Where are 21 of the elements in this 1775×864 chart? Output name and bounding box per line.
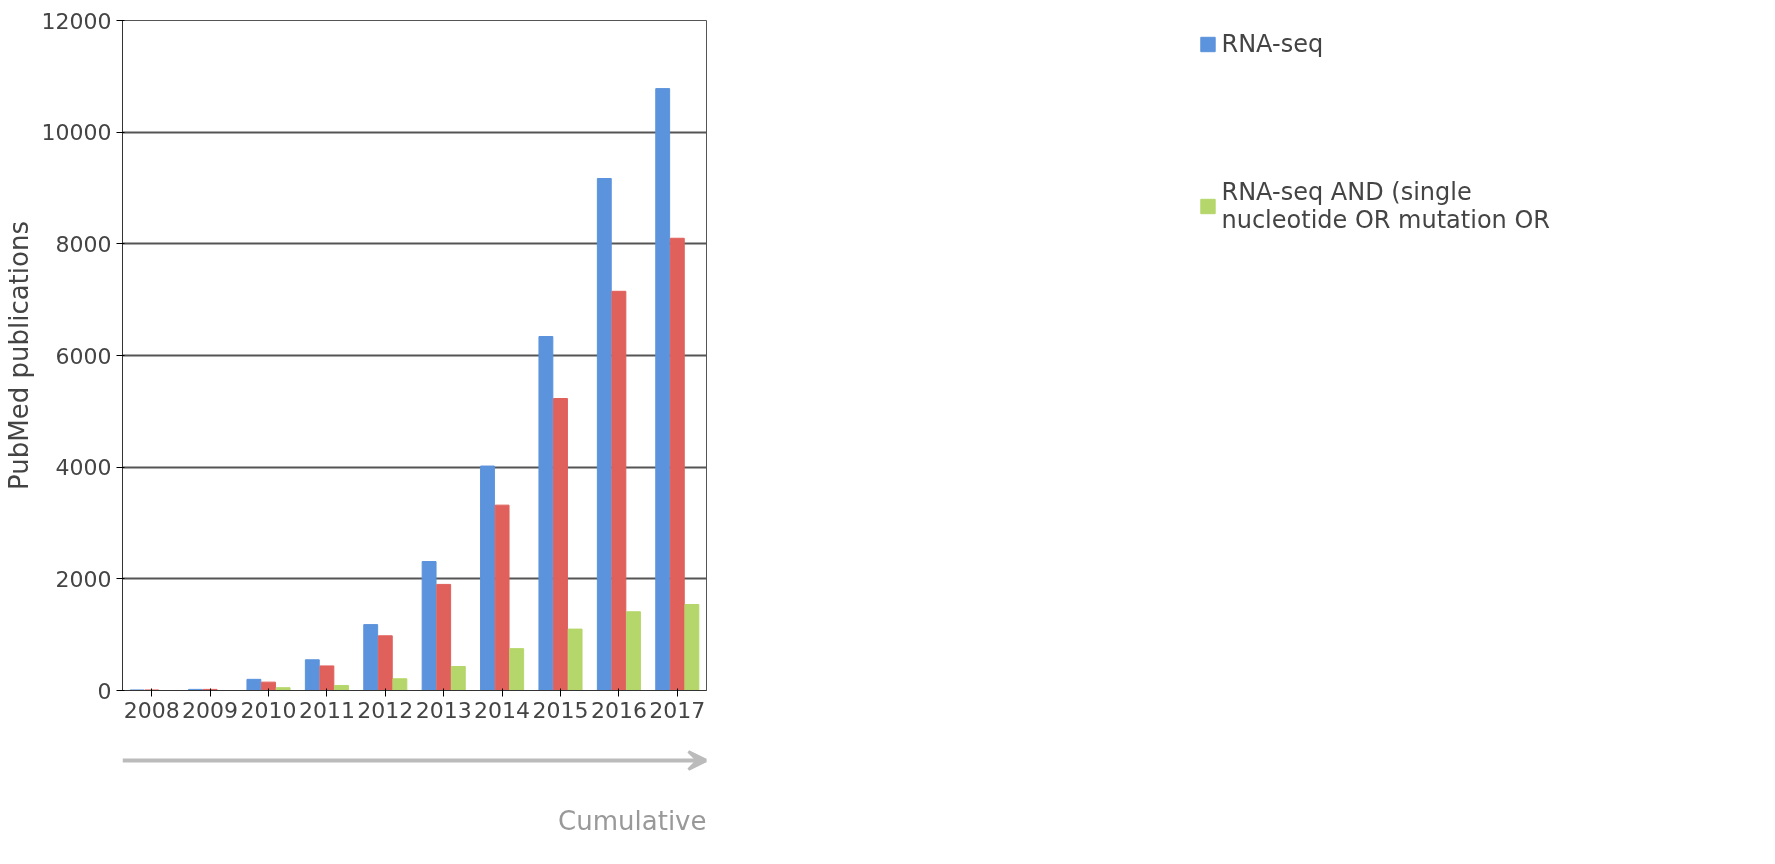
y-tick-label: 12000: [41, 8, 112, 34]
y-tick-label: 4000: [55, 455, 112, 481]
x-tick-label: 2011: [298, 697, 355, 723]
x-tick-label: 2010: [240, 697, 297, 723]
y-axis-title: PubMed publications: [3, 221, 34, 490]
y-tick-label: 10000: [41, 120, 112, 146]
x-tick-label: 2013: [415, 697, 472, 723]
x-tick-label: 2012: [357, 697, 414, 723]
x-tick-label: 2017: [649, 697, 706, 723]
y-tick-label: 6000: [55, 343, 112, 369]
x-tick-label: 2009: [182, 697, 239, 723]
x-tick-label: 2014: [474, 697, 531, 723]
x-tick-label: 2008: [123, 697, 180, 723]
x-tick-label: 2015: [532, 697, 589, 723]
x-tick-label: 2016: [590, 697, 647, 723]
legend-label: RNA-seq AND (single nucleotide OR mutation OR: [1221, 178, 1550, 234]
y-tick-label: 8000: [55, 231, 112, 257]
y-tick-label: 0: [97, 678, 112, 704]
y-tick-label: 2000: [55, 566, 112, 592]
text: Cumulative: [558, 805, 707, 836]
legend-label: RNA-seq: [1221, 30, 1324, 58]
